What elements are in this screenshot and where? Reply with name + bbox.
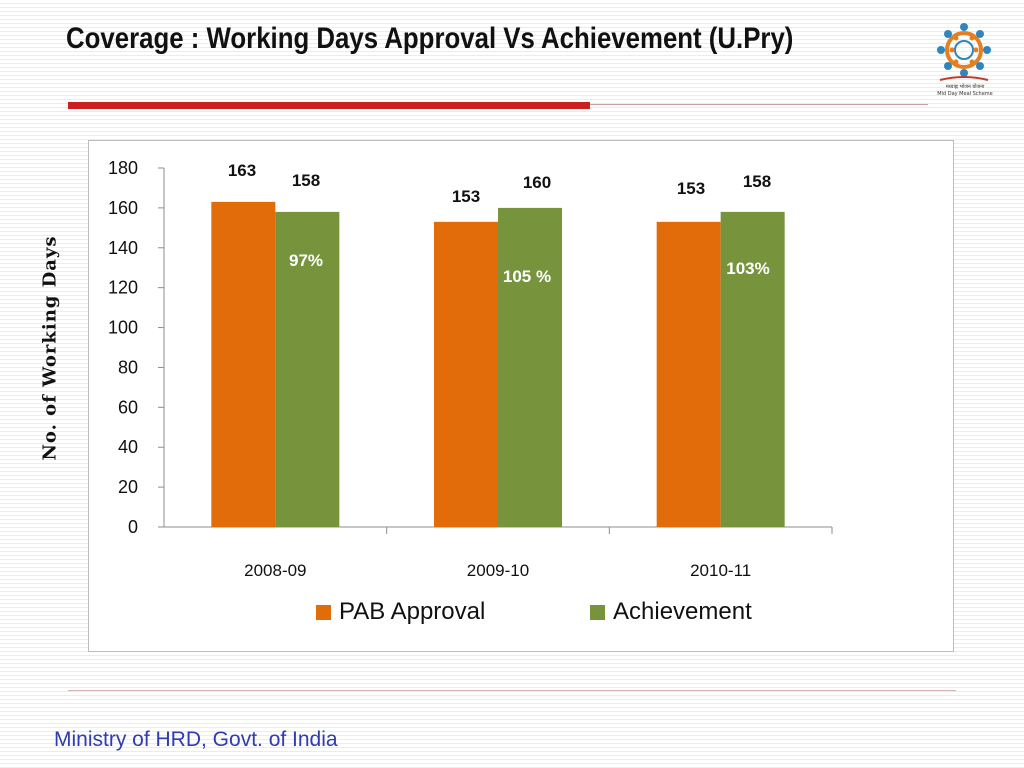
y-tick-label: 40	[118, 437, 138, 457]
bar-achievement	[275, 211, 340, 527]
y-tick-label: 140	[108, 238, 138, 258]
x-tick-label: 2010-11	[690, 561, 751, 580]
y-tick-label: 180	[108, 158, 138, 178]
data-label: 158	[743, 172, 771, 191]
logo-caption: मध्याह्न भोजन योजना Mid Day Meal Scheme	[937, 84, 993, 97]
slide-title: Coverage : Working Days Approval Vs Achi…	[66, 22, 794, 55]
footer-rule	[68, 690, 956, 691]
y-tick-label: 0	[128, 517, 138, 537]
bar-pab-approval	[656, 221, 721, 527]
y-tick-label: 60	[118, 397, 138, 417]
y-tick-label: 20	[118, 477, 138, 497]
chart-legend: PAB Approval Achievement	[0, 598, 1024, 630]
data-label: 163	[228, 161, 256, 180]
percent-label: 97%	[289, 251, 323, 270]
y-tick-label: 120	[108, 278, 138, 298]
legend-label-achievement: Achievement	[613, 598, 752, 625]
percent-label: 103%	[726, 259, 769, 278]
data-label: 160	[523, 173, 551, 192]
bar-pab-approval	[434, 221, 498, 527]
y-tick-label: 160	[108, 198, 138, 218]
title-accent-bar	[68, 102, 590, 109]
footer-text: Ministry of HRD, Govt. of India	[54, 728, 338, 751]
legend-item-achievement: Achievement	[590, 598, 752, 626]
y-tick-label: 100	[108, 318, 138, 338]
data-label: 153	[677, 179, 705, 198]
x-tick-label: 2009-10	[467, 561, 529, 580]
legend-label-pab-approval: PAB Approval	[339, 598, 486, 625]
bar-achievement	[498, 207, 562, 527]
data-label: 153	[452, 187, 480, 206]
x-tick-label: 2008-09	[244, 561, 306, 580]
mid-day-meal-logo	[937, 23, 991, 81]
title-rule	[590, 104, 928, 105]
legend-swatch-pab-approval	[316, 604, 331, 620]
percent-label: 105 %	[503, 267, 551, 286]
legend-item-pab-approval: PAB Approval	[316, 598, 485, 626]
bar-achievement	[720, 211, 785, 527]
bar-pab-approval	[211, 201, 276, 527]
legend-swatch-achievement	[590, 604, 605, 620]
data-label: 158	[292, 171, 320, 190]
y-tick-label: 80	[118, 357, 138, 377]
